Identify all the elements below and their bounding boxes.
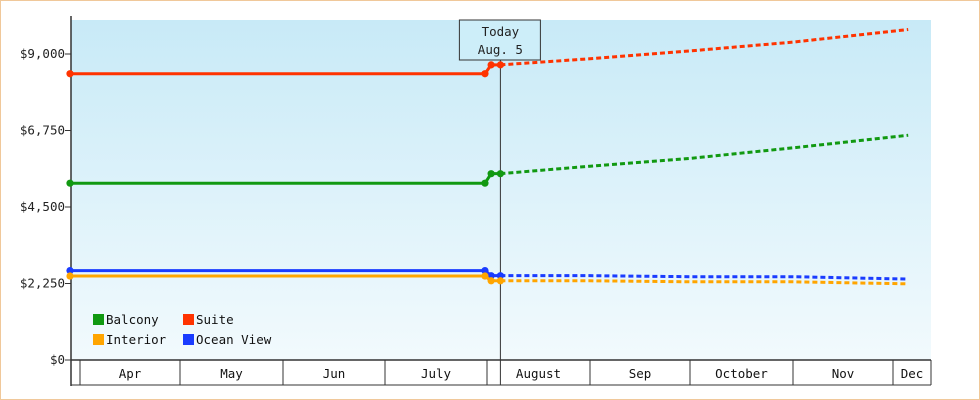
data-point: [66, 70, 74, 78]
month-label: May: [220, 366, 243, 381]
y-tick-label: $0: [50, 352, 65, 367]
data-point: [487, 61, 495, 69]
month-label: Dec: [901, 366, 924, 381]
today-label-box: [458, 19, 541, 61]
series-ocean-view: [66, 266, 909, 281]
data-point: [496, 277, 504, 285]
month-label: Jun: [323, 366, 346, 381]
data-point: [496, 61, 504, 69]
month-label: October: [715, 366, 768, 381]
series-history-line: [70, 269, 501, 278]
data-point: [496, 272, 504, 280]
y-tick-label: $4,500: [20, 199, 65, 214]
legend-swatch: [183, 334, 194, 345]
month-label: Apr: [119, 366, 142, 381]
legend: Balcony Suite Interior Ocean View: [93, 312, 272, 347]
data-point: [66, 266, 74, 275]
series-forecast-line: [500, 274, 909, 281]
series-forecast-line: [500, 279, 909, 286]
y-tick-label: $2,250: [20, 276, 65, 291]
legend-swatch: [93, 314, 104, 325]
series-forecast-line: [500, 28, 909, 67]
month-label: Nov: [832, 366, 855, 381]
data-point: [481, 272, 489, 280]
series-history-line: [70, 274, 501, 283]
series-history-line: [70, 63, 501, 76]
month-label: Sep: [629, 366, 652, 381]
series-layer: [66, 28, 909, 286]
x-axis: Apr May Jun July August Sep October Nov Dec: [71, 359, 932, 386]
data-point: [487, 170, 495, 178]
today-marker: Today Aug. 5: [458, 19, 541, 385]
data-point: [487, 272, 495, 280]
y-axis: $0 $2,250 $4,500 $6,750 $9,000: [20, 16, 72, 386]
month-label: August: [516, 366, 561, 381]
data-point: [487, 277, 495, 285]
y-tick-label: $9,000: [20, 46, 65, 61]
data-point: [496, 170, 504, 178]
data-point: [481, 70, 489, 78]
data-point: [66, 179, 74, 187]
series-balcony: [66, 133, 909, 187]
today-label-text: Today: [482, 24, 520, 39]
plot-area: [71, 20, 931, 360]
legend-label: Balcony: [106, 312, 159, 327]
series-forecast-line: [500, 133, 909, 176]
data-point: [481, 266, 489, 275]
month-label: July: [421, 366, 452, 381]
y-tick-label: $6,750: [20, 123, 65, 138]
data-point: [66, 272, 74, 280]
data-point: [481, 179, 489, 187]
series-suite: [66, 28, 909, 78]
legend-label: Interior: [106, 332, 167, 347]
legend-swatch: [183, 314, 194, 325]
today-date-text: Aug. 5: [478, 42, 523, 57]
series-history-line: [70, 172, 501, 185]
legend-label: Ocean View: [196, 332, 272, 347]
legend-swatch: [93, 334, 104, 345]
series-interior: [66, 272, 909, 286]
legend-label: Suite: [196, 312, 234, 327]
